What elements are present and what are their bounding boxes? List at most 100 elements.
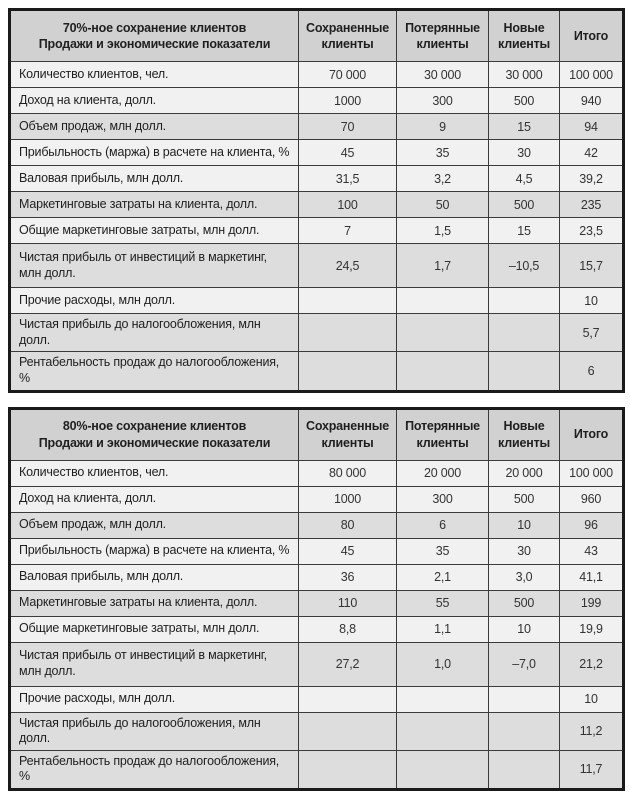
metric-label: Чистая прибыль от инвестиций в маркетинг… [9, 243, 299, 288]
metric-label: Общие маркетинговые затраты, млн долл. [9, 217, 299, 244]
value-cell: 199 [559, 589, 624, 617]
value-cell: 9 [396, 113, 489, 140]
table-row: Количество клиентов, чел. 70 000 30 000 30 … [9, 61, 624, 88]
value-cell: 31,5 [298, 165, 397, 192]
metric-label: Рентабельность продаж до налогообложения… [9, 351, 299, 392]
table-row: Валовая прибыль, млн долл. 31,5 3,2 4,5 39,2 [9, 165, 624, 192]
value-cell: 94 [559, 113, 624, 140]
value-cell: 100 [298, 191, 397, 218]
value-cell: 27,2 [298, 641, 397, 687]
column-header-new: Новые клиенты [488, 9, 560, 62]
value-cell: 3,2 [396, 165, 489, 192]
value-cell: 20 000 [396, 459, 489, 487]
metric-label: Прибыльность (маржа) в расчете на клиент… [9, 537, 299, 565]
value-cell: 1,7 [396, 243, 489, 288]
value-cell: 42 [559, 139, 624, 166]
table-title: 80%-ное сохранение клиентов Продажи и эк… [9, 407, 299, 461]
value-cell: 7 [298, 217, 397, 244]
table-row: Чистая прибыль до налогообложения, млн д… [9, 312, 624, 353]
value-cell: 80 000 [298, 459, 397, 487]
value-cell: 500 [488, 87, 560, 114]
value-cell: 45 [298, 139, 397, 166]
metric-label: Чистая прибыль до налогообложения, млн д… [9, 711, 299, 751]
table-row: Прибыльность (маржа) в расчете на клиент… [9, 537, 624, 565]
value-cell: 10 [488, 615, 560, 643]
metric-label: Валовая прибыль, млн долл. [9, 563, 299, 591]
table-row: Чистая прибыль от инвестиций в маркетинг… [9, 243, 624, 288]
value-cell: 1000 [298, 485, 397, 513]
value-cell: 500 [488, 485, 560, 513]
value-cell: 30 000 [396, 61, 489, 88]
value-cell: 30 [488, 139, 560, 166]
metric-label: Прочие расходы, млн долл. [9, 685, 299, 713]
metric-label: Маркетинговые затраты на клиента, долл. [9, 589, 299, 617]
column-header-new: Новые клиенты [488, 407, 560, 461]
value-cell [488, 685, 560, 713]
value-cell [488, 749, 560, 791]
table-row: Маркетинговые затраты на клиента, долл. 1… [9, 589, 624, 617]
table-row: Рентабельность продаж до налогообложения… [9, 351, 624, 392]
retention-80-table: 80%-ное сохранение клиентов Продажи и эк… [8, 406, 625, 791]
value-cell: 4,5 [488, 165, 560, 192]
value-cell: 10 [559, 287, 624, 314]
column-header-total: Итого [559, 407, 624, 461]
value-cell [298, 287, 397, 314]
value-cell: 45 [298, 537, 397, 565]
value-cell: 11,2 [559, 711, 624, 751]
value-cell: 6 [396, 511, 489, 539]
metric-label: Прочие расходы, млн долл. [9, 287, 299, 314]
value-cell: 23,5 [559, 217, 624, 244]
metric-label: Объем продаж, млн долл. [9, 113, 299, 140]
value-cell: 1,1 [396, 615, 489, 643]
metric-label: Количество клиентов, чел. [9, 459, 299, 487]
value-cell: 20 000 [488, 459, 560, 487]
value-cell: 10 [488, 511, 560, 539]
value-cell [396, 711, 489, 751]
value-cell: 110 [298, 589, 397, 617]
column-header-retained: Сохраненные клиенты [298, 9, 397, 62]
value-cell: 1000 [298, 87, 397, 114]
metric-label: Доход на клиента, долл. [9, 485, 299, 513]
table-row: Доход на клиента, долл. 1000 300 500 940 [9, 87, 624, 114]
table-row: Объем продаж, млн долл. 70 9 15 94 [9, 113, 624, 140]
column-header-lost: Потерянные клиенты [396, 407, 489, 461]
value-cell [488, 312, 560, 353]
value-cell: 70 000 [298, 61, 397, 88]
value-cell: 100 000 [559, 61, 624, 88]
table-row: Объем продаж, млн долл. 80 6 10 96 [9, 511, 624, 539]
value-cell: 15,7 [559, 243, 624, 288]
value-cell: 300 [396, 87, 489, 114]
retention-70-table: 70%-ное сохранение клиентов Продажи и эк… [8, 8, 625, 393]
value-cell: 960 [559, 485, 624, 513]
value-cell: 30 000 [488, 61, 560, 88]
value-cell: 6 [559, 351, 624, 392]
value-cell [298, 312, 397, 353]
value-cell: 21,2 [559, 641, 624, 687]
value-cell [488, 711, 560, 751]
table-row: Доход на клиента, долл. 1000 300 500 960 [9, 485, 624, 513]
metric-label: Количество клиентов, чел. [9, 61, 299, 88]
table-row: Прибыльность (маржа) в расчете на клиент… [9, 139, 624, 166]
table-title-line2: Продажи и экономические показатели [38, 37, 271, 51]
value-cell [396, 749, 489, 791]
value-cell: 35 [396, 537, 489, 565]
metric-label: Валовая прибыль, млн долл. [9, 165, 299, 192]
value-cell: 35 [396, 139, 489, 166]
value-cell: 30 [488, 537, 560, 565]
value-cell: 96 [559, 511, 624, 539]
value-cell: 300 [396, 485, 489, 513]
value-cell [298, 749, 397, 791]
value-cell: 11,7 [559, 749, 624, 791]
column-header-lost: Потерянные клиенты [396, 9, 489, 62]
value-cell: 15 [488, 113, 560, 140]
column-header-total: Итого [559, 9, 624, 62]
value-cell: 235 [559, 191, 624, 218]
table-row: Общие маркетинговые затраты, млн долл. 8,… [9, 615, 624, 643]
table-row: Количество клиентов, чел. 80 000 20 000 20 … [9, 459, 624, 487]
table-title-line2: Продажи и экономические показатели [38, 435, 271, 450]
value-cell: 940 [559, 87, 624, 114]
value-cell: 100 000 [559, 459, 624, 487]
metric-label: Общие маркетинговые затраты, млн долл. [9, 615, 299, 643]
metric-label: Чистая прибыль до налогообложения, млн д… [9, 312, 299, 353]
